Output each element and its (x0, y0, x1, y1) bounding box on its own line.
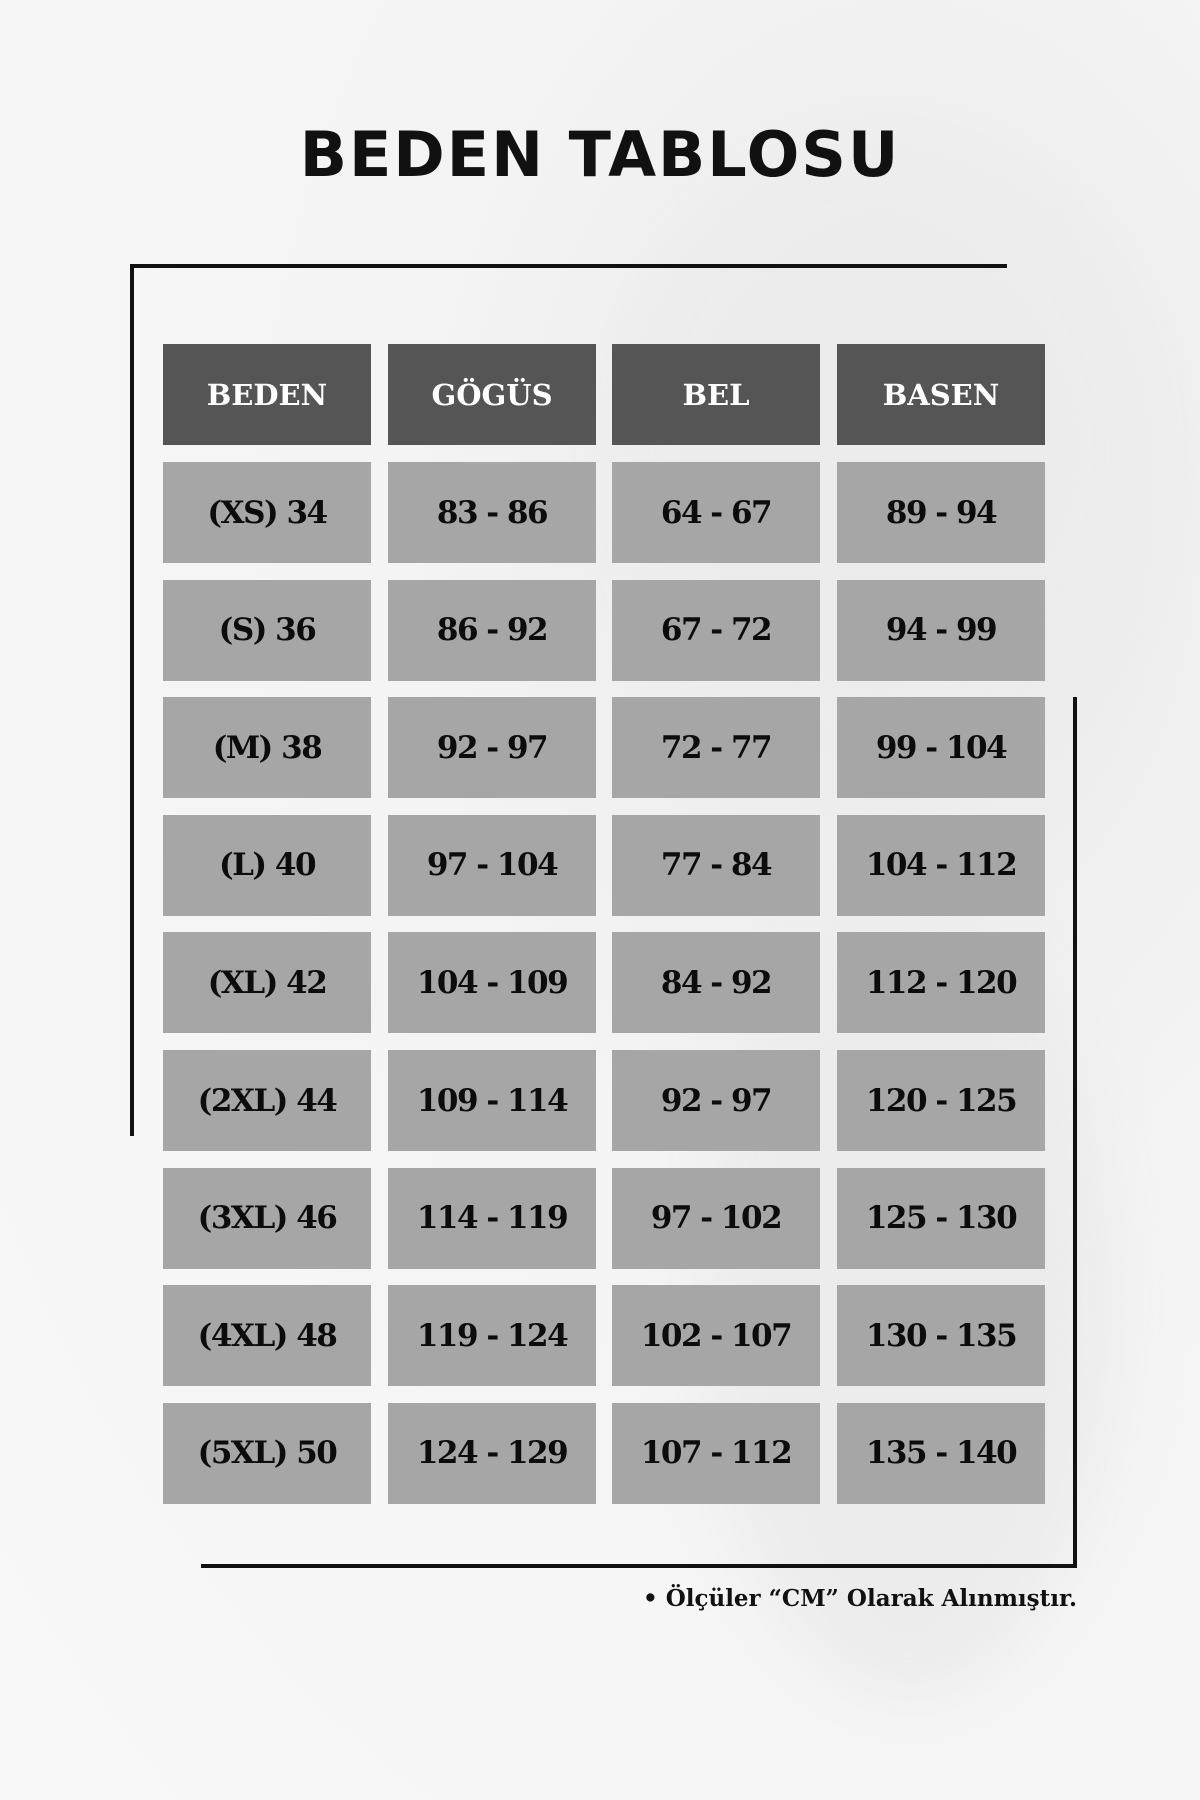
column-header-gogus: GÖGÜS (388, 344, 596, 445)
table-cell-beden: (S) 36 (163, 579, 371, 681)
table-cell-gogus: 83 - 86 (388, 462, 596, 563)
table-cell-bel: 92 - 97 (612, 1050, 820, 1151)
table-cell-beden: (L) 40 (163, 814, 371, 916)
table-cell-bel: 107 - 112 (612, 1402, 820, 1504)
table-cell-basen: 89 - 94 (837, 462, 1045, 563)
table-cell-beden: (XL) 42 (163, 932, 371, 1034)
table-cell-bel: 67 - 72 (612, 579, 820, 681)
table-cell-bel: 84 - 92 (612, 932, 820, 1034)
table-cell-basen: 99 - 104 (837, 697, 1045, 799)
table-cell-bel: 64 - 67 (612, 462, 820, 563)
table-cell-gogus: 124 - 129 (388, 1402, 596, 1504)
table-cell-basen: 104 - 112 (837, 814, 1045, 916)
frame-line-top (134, 264, 1007, 268)
column-header-beden: BEDEN (163, 344, 371, 445)
table-cell-gogus: 114 - 119 (388, 1167, 596, 1269)
table-cell-gogus: 97 - 104 (388, 814, 596, 916)
table-cell-basen: 135 - 140 (837, 1402, 1045, 1504)
column-header-basen: BASEN (837, 344, 1045, 445)
table-cell-beden: (4XL) 48 (163, 1285, 371, 1387)
table-cell-basen: 125 - 130 (837, 1167, 1045, 1269)
table-cell-beden: (M) 38 (163, 697, 371, 799)
table-cell-basen: 120 - 125 (837, 1050, 1045, 1151)
page-title: BEDEN TABLOSU (299, 118, 901, 191)
table-cell-gogus: 119 - 124 (388, 1285, 596, 1387)
table-cell-bel: 72 - 77 (612, 697, 820, 799)
footnote: • Ölçüler “CM” Olarak Alınmıştır. (642, 1585, 1077, 1612)
table-cell-basen: 112 - 120 (837, 932, 1045, 1034)
column-header-bel: BEL (612, 344, 820, 445)
table-cell-beden: (2XL) 44 (163, 1050, 371, 1151)
table-cell-beden: (5XL) 50 (163, 1402, 371, 1504)
frame-line-bottom (201, 1564, 1077, 1568)
table-cell-basen: 130 - 135 (837, 1285, 1045, 1387)
table-cell-beden: (3XL) 46 (163, 1167, 371, 1269)
table-cell-basen: 94 - 99 (837, 579, 1045, 681)
table-cell-bel: 77 - 84 (612, 814, 820, 916)
table-cell-gogus: 104 - 109 (388, 932, 596, 1034)
frame-line-left (130, 264, 134, 1136)
table-cell-gogus: 92 - 97 (388, 697, 596, 799)
table-cell-bel: 97 - 102 (612, 1167, 820, 1269)
table-cell-bel: 102 - 107 (612, 1285, 820, 1387)
table-cell-gogus: 86 - 92 (388, 579, 596, 681)
frame-line-right (1073, 697, 1077, 1567)
table-cell-beden: (XS) 34 (163, 462, 371, 563)
table-cell-gogus: 109 - 114 (388, 1050, 596, 1151)
